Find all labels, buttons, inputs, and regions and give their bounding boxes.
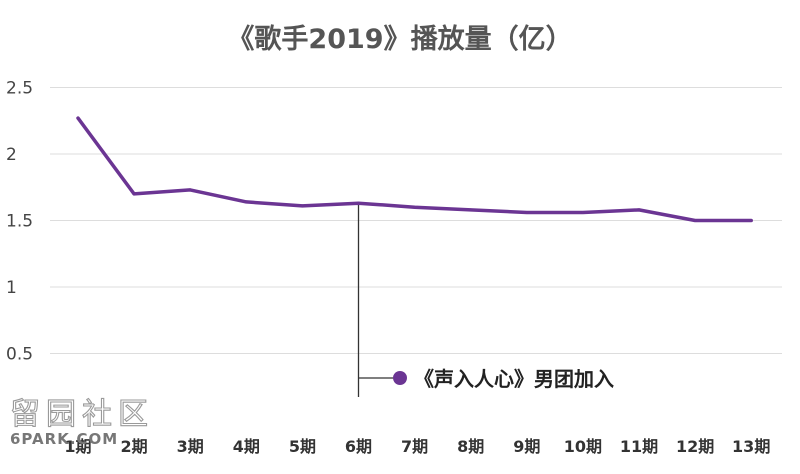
watermark-text: 留园社区	[10, 397, 154, 432]
annotation-marker	[393, 371, 407, 385]
x-tick-label: 8期	[457, 437, 484, 456]
y-tick-label: 2	[6, 145, 17, 165]
data-point	[132, 192, 136, 196]
data-point	[76, 116, 80, 120]
data-point	[413, 205, 417, 209]
y-tick-label: 0.5	[6, 345, 33, 365]
series-playback	[76, 116, 753, 223]
watermark-site: 6PARK.COM	[10, 430, 118, 448]
x-tick-label: 3期	[177, 437, 204, 456]
x-tick-label: 5期	[289, 437, 316, 456]
x-tick-label: 13期	[732, 437, 770, 456]
series-line	[76, 116, 753, 223]
data-point	[357, 201, 360, 205]
annotation-text: 《声入人心》男团加入	[414, 367, 614, 391]
annotation: 《声入人心》男团加入	[357, 203, 614, 397]
x-tick-label: 12期	[676, 437, 714, 456]
data-point	[188, 188, 192, 192]
data-point	[693, 219, 697, 222]
gridlines	[50, 87, 782, 354]
x-axis-ticks: 1期 2期 3期 4期 5期 6期 7期 8期 9期 10期 11期 12期 13期	[64, 437, 770, 456]
x-tick-label: 1期	[64, 437, 91, 456]
y-axis-ticks: 0.5 1 1.5 2 2.5	[6, 79, 33, 365]
x-tick-label: 6期	[345, 437, 372, 456]
x-tick-label: 11期	[620, 437, 658, 456]
x-tick-label: 2期	[121, 437, 148, 456]
data-point	[244, 200, 248, 204]
data-point	[637, 208, 641, 212]
y-tick-label: 1	[6, 278, 17, 298]
data-point	[749, 219, 753, 222]
x-tick-label: 7期	[401, 437, 428, 456]
data-point	[525, 211, 529, 215]
data-point	[300, 204, 304, 208]
x-tick-label: 10期	[564, 437, 602, 456]
x-tick-label: 4期	[233, 437, 260, 456]
data-point	[581, 211, 585, 215]
x-tick-label: 9期	[513, 437, 540, 456]
chart-title: 《歌手2019》播放量（亿）	[227, 23, 572, 55]
data-point	[469, 208, 473, 212]
y-tick-label: 1.5	[6, 212, 33, 232]
y-tick-label: 2.5	[6, 79, 33, 99]
watermark: 留园社区 6PARK.COM	[9, 396, 154, 448]
